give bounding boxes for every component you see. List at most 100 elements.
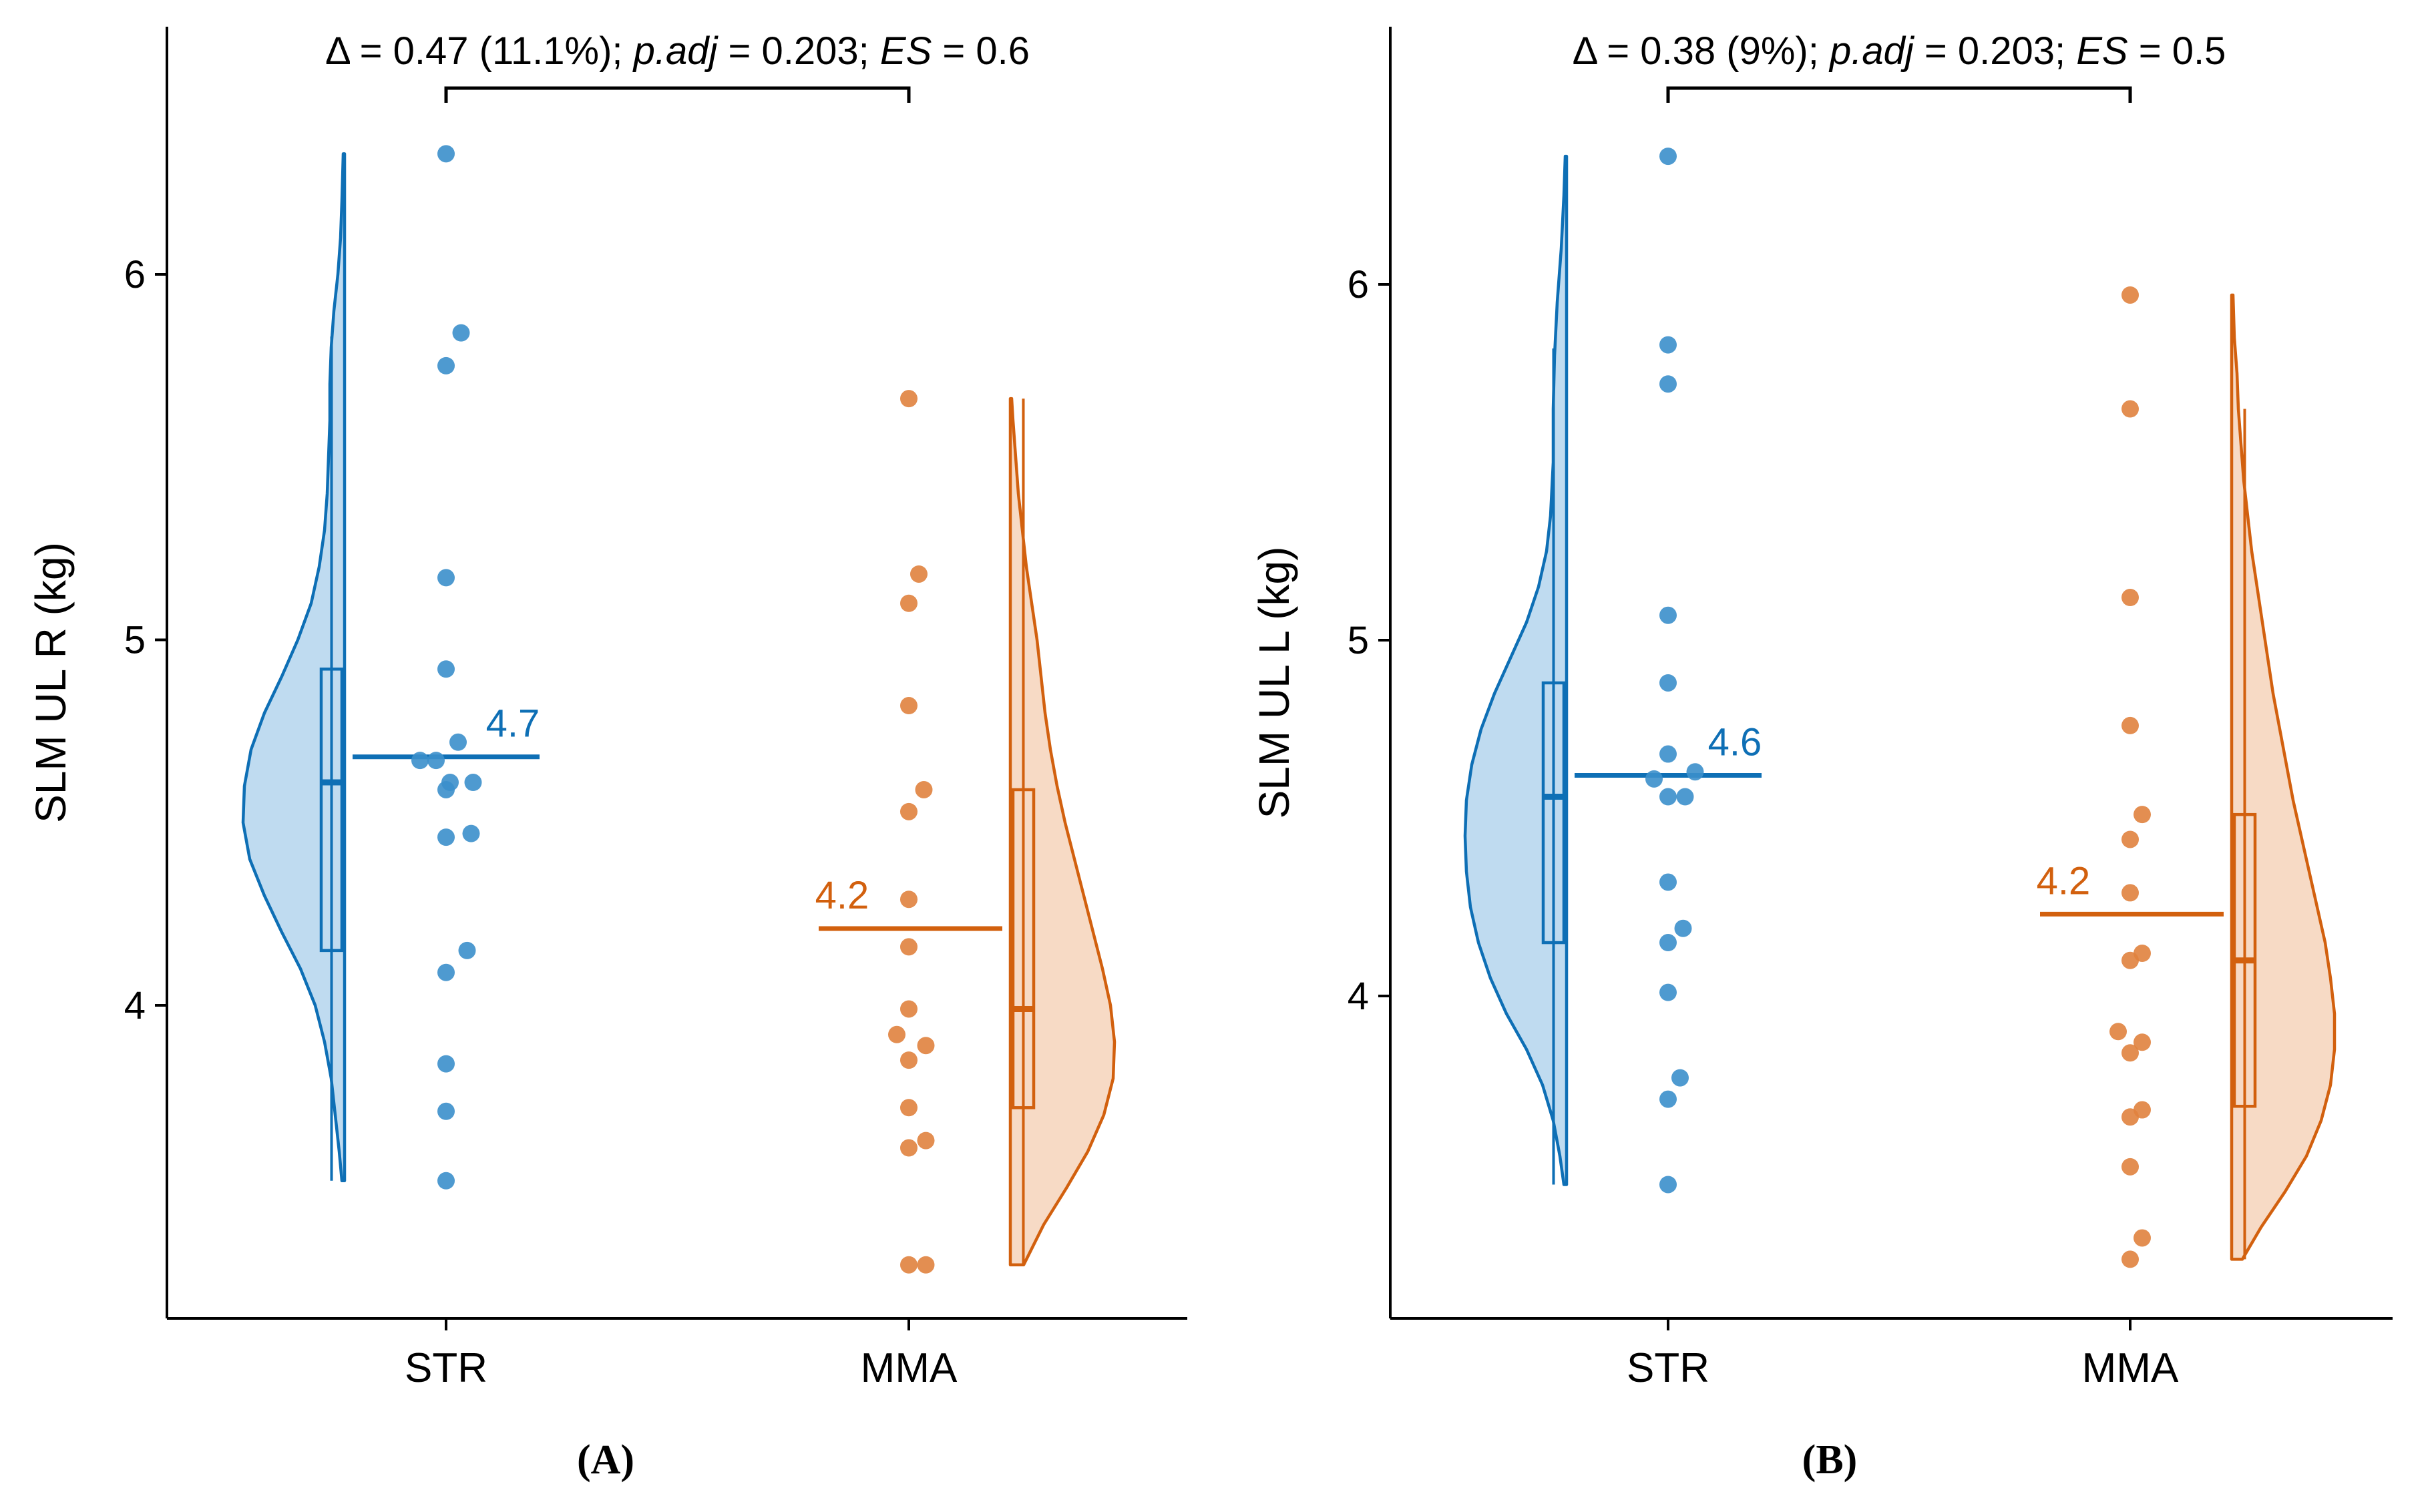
data-point: [437, 356, 455, 374]
data-point: [2121, 1044, 2139, 1062]
annotation-p-label: p.adj: [1828, 29, 1915, 73]
data-point: [1659, 1176, 1677, 1194]
data-point: [2121, 400, 2139, 418]
data-point: [917, 1256, 935, 1274]
data-point: [1659, 745, 1677, 763]
data-point: [464, 774, 482, 792]
x-tick-label-str: STR: [1627, 1345, 1709, 1391]
data-point: [452, 324, 470, 342]
panel-a: 4 5 6 SLM UL R (kg) STR MMA 4.7 4.2 Δ = 0.47 (11…: [27, 27, 1187, 1483]
data-point: [900, 802, 918, 820]
data-point: [2121, 1158, 2139, 1176]
stats-annotation: Δ = 0.47 (11.1%); p.adj = 0.203; ES = 0.…: [325, 29, 1030, 73]
data-point: [900, 938, 918, 956]
data-point: [900, 1256, 918, 1274]
data-point: [2121, 286, 2139, 304]
data-point: [2121, 830, 2139, 848]
data-point: [2121, 716, 2139, 734]
panel-label-open: (: [577, 1437, 591, 1483]
data-point: [900, 697, 918, 715]
y-tick-label: 4: [1348, 975, 1369, 1018]
y-tick-label: 5: [124, 619, 146, 662]
annotation-pre: Δ = 0.47 (11.1%);: [325, 29, 634, 73]
x-tick-label-mma: MMA: [2082, 1345, 2179, 1391]
data-point: [2121, 951, 2139, 969]
data-point: [437, 1172, 455, 1190]
data-point: [1659, 1090, 1677, 1108]
data-point: [1659, 983, 1677, 1001]
data-point: [1659, 674, 1677, 692]
annotation-p-label: p.adj: [632, 29, 719, 73]
box-iqr: [1541, 681, 1566, 945]
violin-half: [241, 152, 347, 1183]
data-point: [449, 733, 467, 751]
data-point: [462, 824, 480, 842]
mean-label: 4.7: [486, 702, 540, 746]
data-point: [1659, 148, 1677, 166]
mean-label: 4.6: [1708, 721, 1762, 764]
data-point: [437, 780, 455, 798]
annotation-mid: = 0.203;: [717, 29, 879, 73]
data-point: [888, 1025, 905, 1043]
group-mma: 4.2: [815, 390, 1116, 1274]
data-point: [437, 1102, 455, 1120]
data-point: [900, 1139, 918, 1157]
violin-half: [2230, 293, 2337, 1261]
panel-label-letter: A: [591, 1437, 621, 1483]
data-point: [2121, 589, 2139, 607]
y-tick-label: 6: [124, 253, 146, 296]
data-point: [1674, 919, 1692, 937]
annotation-mid: = 0.203;: [1914, 29, 2076, 73]
panel-label-close: ): [1844, 1437, 1858, 1483]
panel-b: 4 5 6 SLM UL L (kg) STR MMA 4.6 4.2 Δ = 0.38 (9%…: [1250, 27, 2393, 1483]
data-point: [1659, 336, 1677, 354]
data-point: [2134, 1229, 2151, 1247]
data-point: [900, 1099, 918, 1117]
data-point: [2134, 1033, 2151, 1051]
significance-bracket: [1666, 86, 2132, 103]
data-point: [915, 780, 933, 798]
group-str: 4.6: [1463, 148, 1762, 1194]
y-axis-title: SLM UL L (kg): [1250, 547, 1298, 819]
data-point: [910, 565, 928, 583]
data-point: [2121, 884, 2139, 902]
panel-label-close: ): [620, 1437, 634, 1483]
data-point: [411, 752, 429, 770]
annotation-pre: Δ = 0.38 (9%);: [1573, 29, 1830, 73]
data-point: [900, 891, 918, 909]
x-tick-label-mma: MMA: [861, 1345, 958, 1391]
y-axis-title: SLM UL R (kg): [27, 542, 75, 823]
data-point: [917, 1037, 935, 1055]
annotation-post: = 0.6: [932, 29, 1030, 73]
data-point: [437, 569, 455, 587]
group-str: 4.7: [241, 145, 540, 1190]
mean-label: 4.2: [2037, 859, 2091, 903]
data-point: [1659, 375, 1677, 393]
data-point: [1659, 788, 1677, 806]
data-point: [917, 1131, 935, 1150]
data-point: [437, 1055, 455, 1073]
annotation-post: = 0.5: [2128, 29, 2226, 73]
stats-annotation: Δ = 0.38 (9%); p.adj = 0.203; ES = 0.5: [1573, 29, 2226, 73]
violin-half: [1463, 154, 1569, 1186]
data-point: [427, 752, 445, 770]
box-iqr: [1011, 788, 1036, 1109]
y-tick-label: 5: [1348, 619, 1369, 662]
y-tick-label: 4: [124, 984, 146, 1027]
data-point: [2121, 1250, 2139, 1268]
data-point: [1645, 770, 1663, 788]
data-point: [437, 963, 455, 981]
panel-label: (B): [1802, 1437, 1858, 1483]
panel-label-letter: B: [1816, 1437, 1843, 1483]
data-point: [900, 594, 918, 612]
x-tick-label-str: STR: [405, 1345, 487, 1391]
data-point: [437, 660, 455, 678]
mean-label: 4.2: [815, 874, 869, 917]
data-point: [1671, 1069, 1689, 1087]
data-point: [437, 145, 455, 163]
data-point: [1676, 788, 1694, 806]
data-point: [1659, 934, 1677, 952]
data-point: [900, 1051, 918, 1069]
panel-label: (A): [577, 1437, 634, 1483]
